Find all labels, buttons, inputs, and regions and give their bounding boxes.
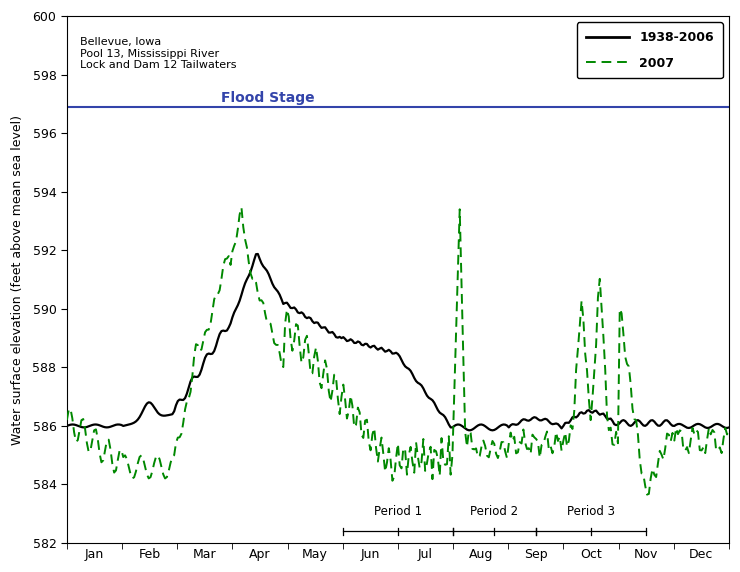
Text: Flood Stage: Flood Stage <box>221 92 315 105</box>
Text: Period 1: Period 1 <box>374 505 422 518</box>
Text: Bellevue, Iowa
Pool 13, Mississippi River
Lock and Dam 12 Tailwaters: Bellevue, Iowa Pool 13, Mississippi Rive… <box>80 37 237 70</box>
Text: Period 3: Period 3 <box>567 505 615 518</box>
Y-axis label: Water surface elevation (feet above mean sea level): Water surface elevation (feet above mean… <box>11 114 24 444</box>
Legend: 1938-2006, 2007: 1938-2006, 2007 <box>576 22 723 78</box>
Text: Period 2: Period 2 <box>471 505 519 518</box>
